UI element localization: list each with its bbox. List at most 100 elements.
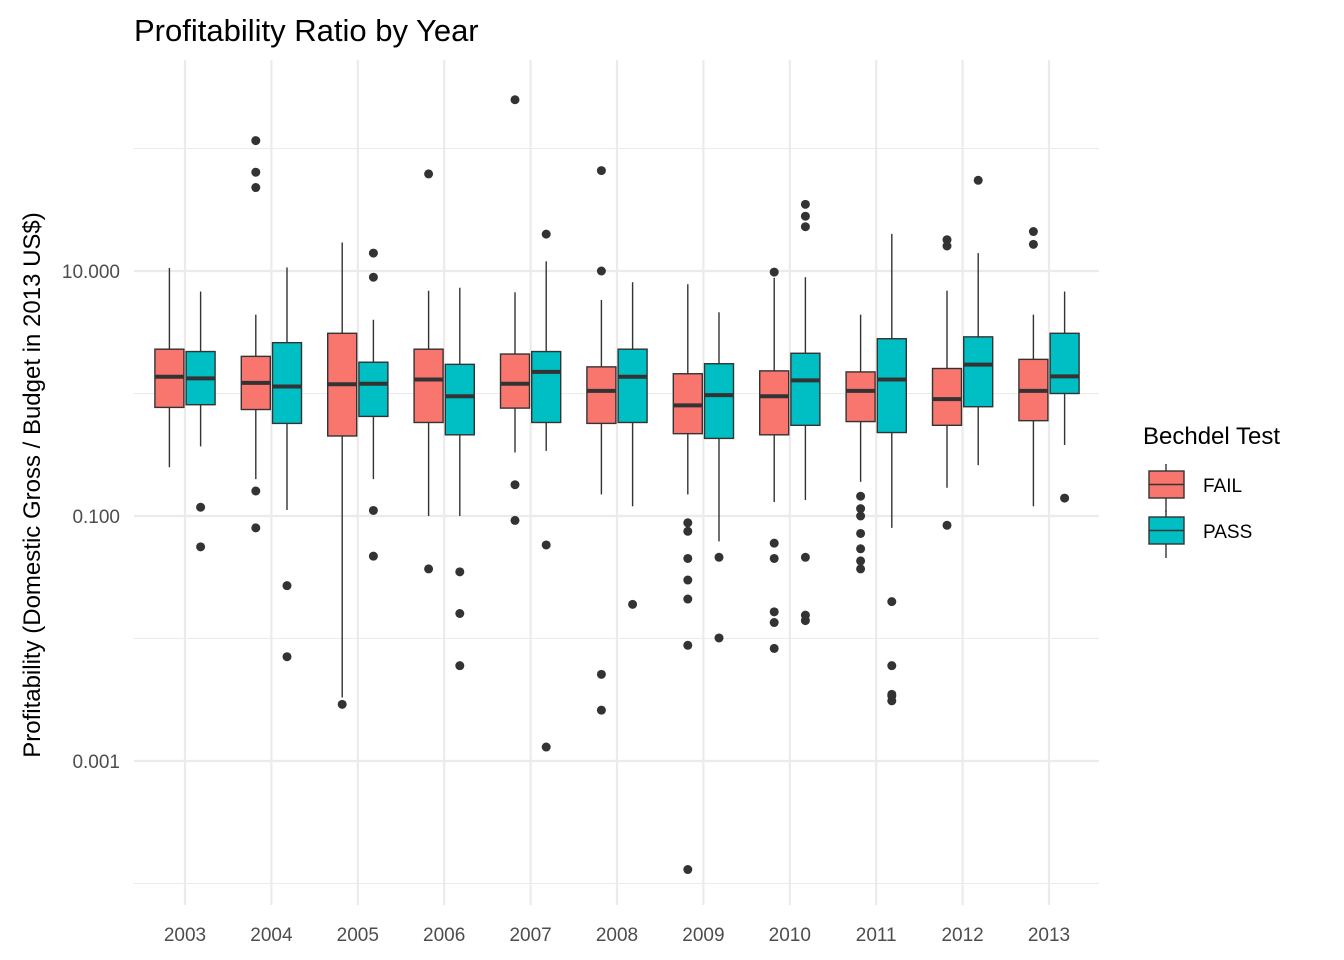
box-plots bbox=[154, 95, 1080, 875]
box-pass-2006 bbox=[444, 287, 475, 671]
box-body bbox=[845, 371, 876, 423]
outlier-point bbox=[628, 599, 638, 609]
legend-item-pass: PASS bbox=[1148, 510, 1252, 558]
x-tick-label: 2008 bbox=[596, 925, 638, 946]
box-body bbox=[586, 366, 617, 425]
box-fail-2006 bbox=[413, 169, 444, 574]
outlier-point bbox=[683, 865, 693, 875]
box-pass-2008 bbox=[617, 282, 648, 609]
box-pass-2007 bbox=[531, 229, 562, 752]
outlier-point bbox=[368, 248, 378, 258]
outlier-point bbox=[251, 523, 261, 533]
outlier-point bbox=[541, 742, 551, 752]
outlier-point bbox=[368, 505, 378, 515]
outlier-point bbox=[251, 183, 261, 193]
outlier-point bbox=[251, 167, 261, 177]
outlier-point bbox=[800, 552, 810, 562]
x-tick-label: 2011 bbox=[856, 925, 897, 946]
outlier-point bbox=[887, 597, 897, 607]
outlier-point bbox=[510, 95, 520, 105]
box-fail-2003 bbox=[154, 267, 185, 468]
outlier-point bbox=[856, 528, 866, 538]
box-fail-2011 bbox=[845, 314, 876, 574]
box-body bbox=[531, 350, 562, 424]
outlier-point bbox=[856, 491, 866, 501]
box-pass-2010 bbox=[790, 199, 821, 626]
outlier-point bbox=[455, 608, 465, 618]
outlier-point bbox=[800, 610, 810, 620]
outlier-point bbox=[683, 594, 693, 604]
box-pass-2004 bbox=[271, 267, 303, 662]
outlier-point bbox=[942, 235, 952, 245]
box-body bbox=[1049, 332, 1080, 395]
box-fail-2009 bbox=[672, 284, 703, 875]
outlier-point bbox=[510, 515, 520, 525]
outlier-point bbox=[337, 699, 347, 709]
box-body bbox=[499, 353, 531, 409]
x-tick-label: 2006 bbox=[423, 925, 465, 946]
x-tick-label: 2012 bbox=[941, 925, 983, 946]
box-body bbox=[358, 361, 389, 418]
outlier-point bbox=[942, 241, 952, 251]
outlier-point bbox=[714, 633, 724, 643]
outlier-point bbox=[683, 575, 693, 585]
box-pass-2005 bbox=[358, 248, 389, 561]
box-pass-2011 bbox=[876, 233, 907, 706]
x-tick-label: 2007 bbox=[509, 925, 551, 946]
outlier-point bbox=[1028, 227, 1038, 237]
outlier-point bbox=[541, 229, 551, 239]
box-body bbox=[413, 348, 444, 424]
chart-title: Profitability Ratio by Year bbox=[134, 13, 479, 48]
outlier-point bbox=[856, 556, 866, 566]
box-fail-2013 bbox=[1018, 227, 1049, 507]
box-fail-2008 bbox=[586, 166, 617, 715]
x-tick-label: 2003 bbox=[164, 925, 206, 946]
outlier-point bbox=[769, 618, 779, 628]
outlier-point bbox=[510, 480, 520, 490]
outlier-point bbox=[455, 661, 465, 671]
outlier-point bbox=[973, 175, 983, 185]
outlier-point bbox=[196, 502, 206, 512]
box-fail-2012 bbox=[931, 235, 963, 530]
outlier-point bbox=[800, 199, 810, 209]
box-body bbox=[931, 367, 963, 427]
box-body bbox=[444, 363, 475, 436]
box-body bbox=[790, 352, 821, 427]
outlier-point bbox=[251, 486, 261, 496]
x-tick-label: 2005 bbox=[337, 925, 379, 946]
box-fail-2010 bbox=[759, 267, 790, 653]
x-tick-label: 2010 bbox=[769, 925, 811, 946]
outlier-point bbox=[596, 669, 606, 679]
outlier-point bbox=[942, 520, 952, 530]
outlier-point bbox=[887, 689, 897, 699]
outlier-point bbox=[683, 518, 693, 528]
outlier-point bbox=[251, 136, 261, 146]
axes: 0.001 0.100 10.000 2003 2004 2005 2006 2007 2008… bbox=[62, 262, 1070, 946]
outlier-point bbox=[424, 169, 434, 179]
outlier-point bbox=[800, 222, 810, 232]
box-pass-2012 bbox=[963, 175, 994, 466]
outlier-point bbox=[368, 272, 378, 282]
outlier-point bbox=[683, 526, 693, 536]
outlier-point bbox=[282, 581, 292, 591]
legend-label: FAIL bbox=[1203, 476, 1242, 497]
legend: Bechdel Test FAIL PASS bbox=[1143, 423, 1280, 558]
outlier-point bbox=[455, 567, 465, 577]
outlier-point bbox=[714, 552, 724, 562]
box-body bbox=[617, 348, 648, 424]
y-tick-label: 10.000 bbox=[62, 262, 120, 283]
outlier-point bbox=[596, 266, 606, 276]
x-tick-label: 2009 bbox=[682, 925, 724, 946]
outlier-point bbox=[424, 564, 434, 574]
outlier-point bbox=[596, 705, 606, 715]
y-axis-label: Profitability (Domestic Gross / Budget i… bbox=[19, 212, 46, 758]
box-body bbox=[703, 363, 735, 440]
box-pass-2009 bbox=[703, 312, 735, 643]
box-body bbox=[876, 338, 907, 434]
box-fail-2005 bbox=[327, 242, 358, 709]
outlier-point bbox=[368, 551, 378, 561]
outlier-point bbox=[887, 661, 897, 671]
outlier-point bbox=[856, 511, 866, 521]
outlier-point bbox=[769, 607, 779, 617]
